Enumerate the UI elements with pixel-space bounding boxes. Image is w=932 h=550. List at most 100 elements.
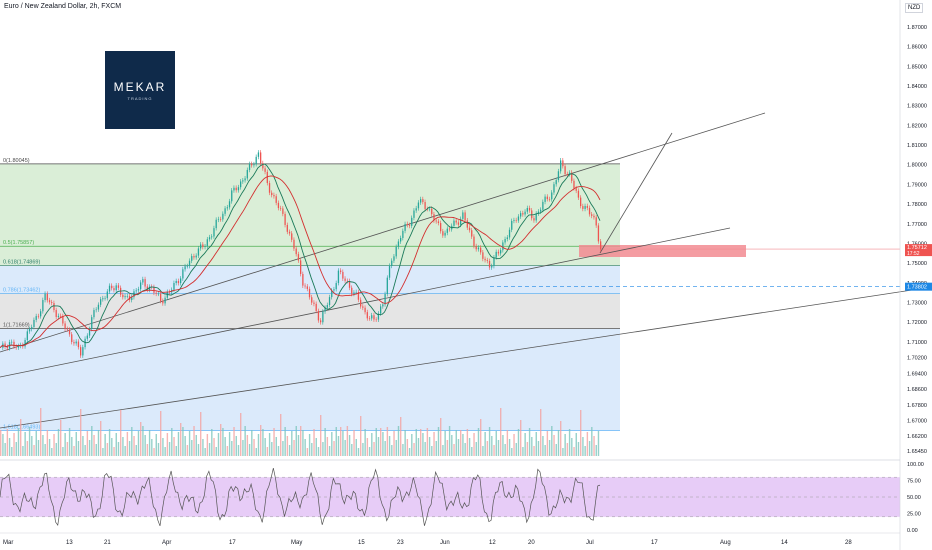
volume-bar xyxy=(240,413,242,456)
volume-bar xyxy=(168,442,171,456)
volume-bar xyxy=(262,429,264,456)
volume-bar xyxy=(291,431,293,456)
volume-bar xyxy=(413,443,415,456)
volume-bar xyxy=(144,435,146,456)
candle-body xyxy=(402,230,404,238)
volume-bar xyxy=(60,420,62,456)
volume-bar xyxy=(337,436,340,456)
volume-bar xyxy=(44,444,46,456)
candle-body xyxy=(506,237,508,240)
dashed-level-badge xyxy=(905,282,932,291)
candle-body xyxy=(582,206,584,209)
candle-body xyxy=(235,187,237,191)
volume-bar xyxy=(88,440,91,456)
volume-bar xyxy=(157,443,160,456)
candle-body xyxy=(417,202,420,209)
volume-bar xyxy=(577,442,580,456)
volume-bar xyxy=(448,426,451,456)
volume-bar xyxy=(257,434,260,456)
volume-bar xyxy=(471,447,473,456)
candle-body xyxy=(108,285,111,292)
candle-body xyxy=(88,328,91,336)
volume-bar xyxy=(133,436,135,456)
volume-bar xyxy=(100,421,102,456)
candle-body xyxy=(455,220,457,223)
volume-bar xyxy=(46,430,49,456)
candle-body xyxy=(206,239,208,247)
candle-body xyxy=(173,283,175,290)
volume-bar xyxy=(571,438,573,456)
candle-body xyxy=(177,280,180,284)
volume-bar xyxy=(433,432,435,456)
candle-body xyxy=(86,335,88,339)
candle-body xyxy=(288,231,291,234)
volume-bar xyxy=(557,430,560,456)
candle-body xyxy=(4,343,6,347)
candle-body xyxy=(11,341,13,343)
candle-body xyxy=(491,266,493,268)
candle-body xyxy=(375,319,377,321)
volume-bar xyxy=(368,447,371,456)
volume-bar xyxy=(464,443,466,456)
x-tick-label: Aug xyxy=(720,540,731,546)
candle-body xyxy=(364,307,366,313)
volume-bar xyxy=(500,408,502,456)
volume-bar xyxy=(444,431,446,456)
volume-bar xyxy=(117,442,120,456)
volume-bar xyxy=(537,441,540,456)
candle-body xyxy=(586,205,588,208)
candle-body xyxy=(475,246,477,250)
volume-bar xyxy=(364,429,366,456)
candle-body xyxy=(33,319,35,327)
volume-bar xyxy=(197,444,200,456)
volume-bar xyxy=(57,429,60,456)
candle-body xyxy=(595,217,597,226)
candle-body xyxy=(226,207,228,209)
candle-body xyxy=(335,283,337,290)
volume-bar xyxy=(248,444,251,456)
y-tick-label: 1.81000 xyxy=(907,143,927,149)
candle-body xyxy=(295,248,297,255)
volume-bar xyxy=(562,448,564,456)
volume-bar xyxy=(480,419,482,456)
candle-body xyxy=(384,294,386,305)
volume-bar xyxy=(486,441,489,456)
volume-bar xyxy=(202,439,204,456)
candle-body xyxy=(553,184,555,193)
volume-bar xyxy=(26,441,29,456)
y-tick-label: 1.71000 xyxy=(907,340,927,346)
volume-bar xyxy=(275,437,277,456)
volume-bar xyxy=(402,444,404,456)
volume-bar xyxy=(204,448,206,456)
currency-label[interactable]: NZD xyxy=(905,3,924,13)
volume-bar xyxy=(468,438,471,456)
rsi-tick-label: 100.00 xyxy=(907,462,924,468)
candle-body xyxy=(360,299,362,307)
candle-body xyxy=(197,248,200,256)
candle-body xyxy=(95,309,97,311)
volume-bar xyxy=(588,441,591,456)
candle-body xyxy=(500,250,502,254)
candle-body xyxy=(40,311,42,317)
y-tick-label: 1.86000 xyxy=(907,45,927,51)
candle-body xyxy=(557,171,560,181)
volume-bar xyxy=(511,448,513,456)
x-tick-label: Jun xyxy=(440,540,450,546)
candle-body xyxy=(286,224,288,232)
candle-body xyxy=(240,181,242,188)
candle-body xyxy=(115,285,117,291)
candle-body xyxy=(580,197,582,207)
volume-bar xyxy=(495,431,497,456)
candle-body xyxy=(537,211,540,214)
volume-bar xyxy=(82,436,84,456)
candle-body xyxy=(395,246,397,257)
volume-bar xyxy=(308,434,311,456)
volume-bar xyxy=(384,441,386,456)
volume-bar xyxy=(231,441,233,456)
candle-body xyxy=(180,278,182,284)
candle-body xyxy=(248,163,251,170)
volume-bar xyxy=(297,435,300,456)
volume-bar xyxy=(131,427,133,456)
candle-body xyxy=(188,260,191,267)
